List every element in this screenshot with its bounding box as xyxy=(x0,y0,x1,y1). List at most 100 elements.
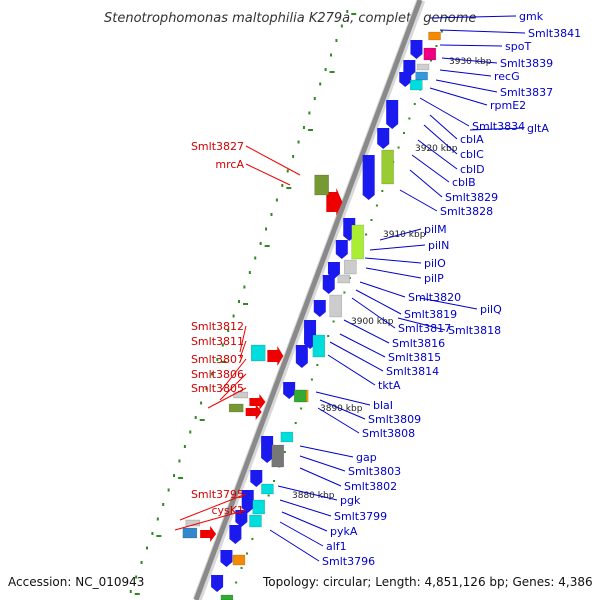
leader-line xyxy=(299,445,354,458)
leader-line xyxy=(419,97,470,127)
tick-label: 3910 kbp xyxy=(383,230,426,240)
guide-dot xyxy=(145,546,148,550)
gene-label: cblA xyxy=(460,133,484,146)
gene-label: Smlt3812 xyxy=(191,320,244,333)
leader-line xyxy=(419,297,478,310)
guide-dot xyxy=(375,204,378,207)
leader-line xyxy=(441,57,498,64)
leader-line xyxy=(379,228,422,241)
reverse-gene-arrow xyxy=(399,72,412,87)
forward-gene-arrow xyxy=(267,346,284,366)
gene-block xyxy=(337,274,351,284)
gene-label: pilO xyxy=(424,257,446,270)
guide-dash xyxy=(351,13,357,15)
gene-label: blaI xyxy=(373,399,393,412)
gene-label: Smlt3808 xyxy=(362,427,415,440)
leader-line xyxy=(417,139,458,170)
gene-label: Smlt3829 xyxy=(445,191,498,204)
guide-dot xyxy=(210,372,213,376)
gene-label: recG xyxy=(494,70,520,83)
guide-dot xyxy=(178,459,181,463)
gene-block xyxy=(312,334,326,358)
gene-block xyxy=(314,174,329,196)
gene-label: pilN xyxy=(428,239,449,252)
gene-block xyxy=(423,47,437,61)
gene-block xyxy=(381,149,394,185)
guide-dot xyxy=(254,256,257,260)
tick-label: 3880 kbp xyxy=(292,491,335,501)
guide-dot xyxy=(156,517,159,521)
gene-label: Smlt3816 xyxy=(392,337,445,350)
forward-gene-arrow xyxy=(245,404,262,420)
leader-line xyxy=(439,44,503,47)
label-leaders xyxy=(174,15,526,562)
gene-label: mrcA xyxy=(215,158,244,171)
tick-label: 3920 kbp xyxy=(415,144,458,154)
guide-dot xyxy=(397,146,400,149)
leader-line xyxy=(355,289,402,315)
leader-line xyxy=(351,297,396,329)
guide-dot xyxy=(216,358,219,361)
guide-dot xyxy=(430,59,433,62)
leader-line xyxy=(279,521,324,547)
tick-label: 3930 kbp xyxy=(449,57,492,67)
guide-dot xyxy=(151,532,154,535)
guide-dot xyxy=(221,343,224,347)
leader-line xyxy=(429,15,517,19)
guide-dash xyxy=(307,129,313,131)
leader-line xyxy=(219,373,247,401)
guide-dot xyxy=(273,480,276,482)
guide-dash xyxy=(156,535,162,537)
guide-dot xyxy=(324,68,327,71)
gene-label: Smlt3802 xyxy=(344,480,397,493)
guide-dot xyxy=(297,140,300,144)
leader-line xyxy=(174,509,247,531)
guide-dot xyxy=(194,416,197,419)
guide-dot xyxy=(370,219,373,221)
guide-dot xyxy=(292,155,295,158)
guide-dash xyxy=(221,361,227,363)
leader-line xyxy=(277,485,338,501)
guide-dot xyxy=(232,314,235,318)
gene-label: gap xyxy=(356,451,377,464)
guide-dot xyxy=(167,488,170,492)
guide-dot xyxy=(343,291,346,294)
gene-label: Smlt3827 xyxy=(191,140,244,153)
gene-label: pilM xyxy=(424,223,447,236)
leader-line xyxy=(327,354,376,386)
gene-block xyxy=(344,259,357,275)
guide-dot xyxy=(446,16,449,18)
tick-label: 3900 kbp xyxy=(351,317,394,327)
guide-dot xyxy=(440,30,443,33)
gene-features xyxy=(182,31,441,600)
leader-line xyxy=(429,87,488,106)
reverse-gene-arrow xyxy=(362,155,375,200)
reverse-gene-arrow xyxy=(295,345,308,368)
guide-dot xyxy=(365,233,368,236)
gene-label: pilP xyxy=(424,272,444,285)
guide-dot xyxy=(381,190,384,192)
guide-dash xyxy=(199,419,205,421)
gene-label: cysK1 xyxy=(211,504,244,517)
guide-dot xyxy=(313,97,316,100)
guide-dot xyxy=(294,422,297,424)
forward-gene-arrow xyxy=(326,188,343,216)
gene-block xyxy=(416,63,430,71)
gene-label: Smlt3839 xyxy=(500,57,553,70)
gene-labels: Smlt3827 mrcA Smlt3812 Smlt3811 Smlt3807 Smlt… xyxy=(191,10,581,568)
guide-dot xyxy=(413,103,416,105)
leader-line xyxy=(429,114,458,140)
guide-dot xyxy=(265,227,268,231)
guide-dot xyxy=(281,184,284,187)
gene-label: spoT xyxy=(505,40,531,53)
gene-label: Smlt3841 xyxy=(528,27,581,40)
gene-label: Smlt3815 xyxy=(388,351,441,364)
guide-dot xyxy=(286,169,289,173)
leader-line xyxy=(317,407,360,434)
leader-line xyxy=(179,493,247,521)
gene-label: Smlt3809 xyxy=(368,413,421,426)
guide-dot xyxy=(173,474,176,477)
guide-dot xyxy=(129,590,132,593)
gene-label: cblD xyxy=(460,163,485,176)
genome-backbone xyxy=(192,0,426,600)
